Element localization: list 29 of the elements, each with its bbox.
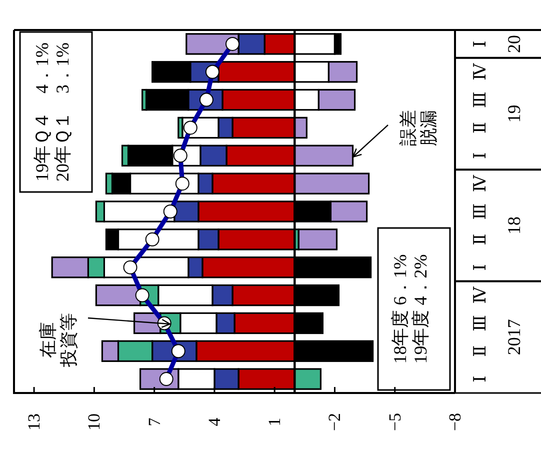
legend-label: 在庫投資等 [38, 313, 79, 368]
text: 誤差脱漏 [398, 110, 439, 146]
x-tick-label: −2 [325, 412, 344, 432]
text: 2017 [504, 319, 524, 356]
y-tick-label: Ⅰ [470, 376, 490, 382]
y-tick-label: Ⅲ [470, 92, 490, 108]
y-tick-label: Ⅰ [470, 40, 490, 48]
y-tick-label: Ⅳ [470, 62, 490, 80]
annotation: 19年Ｑ４ 4．1% 20年Ｑ１ 3．1% [32, 42, 73, 182]
y-tick-label: Ⅱ [470, 122, 490, 134]
y-tick-label: Ⅳ [470, 174, 490, 192]
y-tick-label: Ⅱ [470, 234, 490, 246]
y-tick-label: Ⅰ [470, 152, 490, 160]
x-tick-label: 7 [144, 417, 164, 426]
y-tick-label: Ⅲ [470, 314, 490, 332]
x-tick-label: 13 [24, 414, 44, 430]
x-tick-label: 4 [204, 417, 224, 426]
text: 20 [504, 34, 524, 53]
y-tick-label: Ⅱ [470, 345, 490, 357]
annotation: 18年度 6．1% 19年度 4．2% [390, 254, 431, 364]
text: 18 [504, 216, 524, 234]
x-tick-label: −8 [446, 412, 464, 432]
text: 19 [504, 104, 524, 123]
y-tick-label: Ⅳ [470, 286, 490, 304]
x-tick-label: 1 [265, 418, 284, 426]
x-tick-label: −5 [385, 412, 404, 432]
y-tick-label: Ⅰ [470, 264, 490, 271]
x-tick-label: 10 [84, 414, 104, 430]
y-tick-label: Ⅲ [470, 203, 490, 220]
